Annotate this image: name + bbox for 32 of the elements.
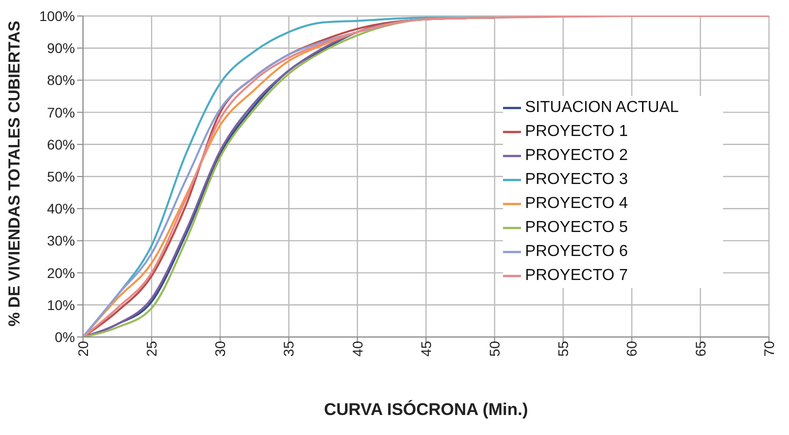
x-tick-label: 60	[624, 340, 640, 357]
legend-label: PROYECTO 6	[525, 243, 628, 260]
legend-label: PROYECTO 3	[525, 171, 628, 188]
y-tick-label: 50%	[46, 168, 75, 184]
x-tick-label: 20	[74, 340, 91, 357]
y-tick-label: 80%	[46, 72, 75, 88]
legend-label: PROYECTO 7	[525, 267, 628, 284]
legend-label: PROYECTO 4	[525, 195, 628, 212]
x-tick-label: 30	[212, 340, 228, 357]
x-tick-label: 40	[349, 340, 366, 357]
legend-label: PROYECTO 2	[525, 147, 628, 164]
legend-label: SITUACION ACTUAL	[525, 99, 679, 116]
y-tick-label: 100%	[39, 8, 75, 24]
y-tick-label: 60%	[46, 136, 75, 152]
y-tick-label: 70%	[46, 104, 75, 120]
y-tick-label: 40%	[46, 200, 75, 217]
y-tick-label: 30%	[46, 232, 75, 249]
x-tick-label: 70	[760, 340, 777, 357]
y-tick-label: 10%	[46, 296, 75, 313]
x-axis-title: CURVA ISÓCRONA (Min.)	[324, 399, 528, 419]
x-tick-label: 50	[486, 340, 503, 357]
y-axis-title: % DE VIVIENDAS TOTALES CUBIERTAS	[6, 20, 24, 326]
legend-label: PROYECTO 5	[525, 219, 628, 236]
x-tick-label: 25	[144, 340, 160, 357]
legend-label: PROYECTO 1	[525, 123, 628, 140]
y-tick-label: 20%	[46, 264, 75, 281]
x-tick-label: 35	[280, 340, 297, 357]
y-tick-label: 90%	[46, 40, 75, 56]
x-tick-label: 65	[692, 340, 708, 357]
x-tick-label: 45	[418, 340, 434, 357]
x-tick-label: 55	[555, 340, 572, 357]
y-tick-label: 0%	[54, 328, 75, 345]
